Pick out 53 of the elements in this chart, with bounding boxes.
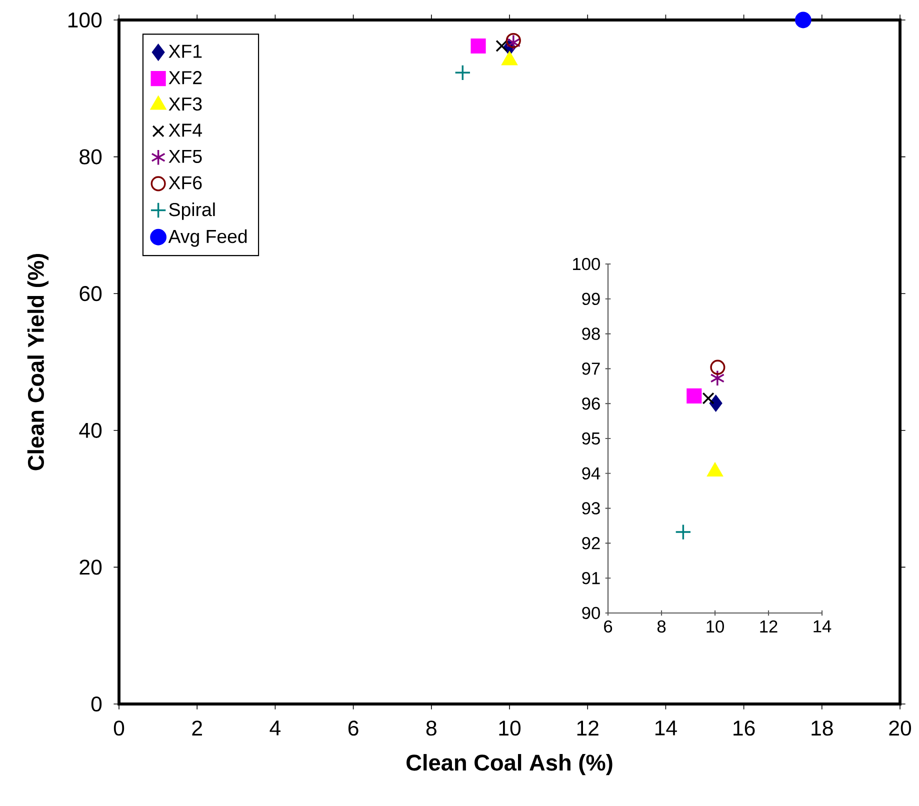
x-tick-label: 18: [812, 720, 833, 736]
x-tick-label: 12: [760, 620, 778, 632]
point: [674, 524, 692, 540]
x-tick-label: 6: [604, 620, 612, 633]
legend-label: XF5: [168, 150, 202, 163]
y-tick-label: 0: [91, 696, 102, 712]
y-tick-label: 98: [582, 328, 600, 340]
x-tick-label: 20: [889, 720, 912, 736]
point: [709, 395, 722, 412]
x-tick-label: 10: [706, 620, 724, 633]
legend-label: XF6: [168, 176, 202, 190]
point: [686, 388, 702, 404]
y-tick-label: 97: [582, 362, 600, 375]
y-tick-label: 80: [80, 149, 102, 164]
legend-label: Spiral: [169, 202, 215, 220]
y-tick-label: 93: [582, 502, 600, 514]
legend-label: XF4: [168, 124, 202, 137]
y-axis-title: Clean Coal Yield (%): [27, 254, 48, 470]
x-tick-label: 16: [734, 720, 755, 736]
y-tick-label: 100: [68, 12, 102, 28]
x-tick-label: 10: [499, 720, 521, 736]
y-tick-label: 95: [582, 432, 600, 445]
x-tick-label: 8: [426, 720, 436, 736]
y-tick-label: 94: [582, 467, 600, 480]
y-tick-label: 100: [573, 258, 600, 270]
x-tick-label: 2: [192, 720, 202, 736]
y-tick-label: 99: [582, 292, 600, 306]
x-tick-label: 14: [814, 620, 832, 632]
x-tick-label: 8: [657, 620, 666, 633]
y-tick-label: 60: [80, 286, 102, 302]
point: [710, 360, 726, 375]
legend-label: XF1: [168, 44, 202, 58]
point: [496, 40, 508, 52]
point: [702, 392, 714, 404]
point: [454, 64, 471, 81]
x-tick-label: 14: [655, 720, 677, 736]
y-tick-label: 20: [80, 560, 102, 575]
x-tick-label: 0: [114, 720, 124, 736]
y-tick-label: 96: [582, 397, 600, 410]
legend-label: XF3: [168, 97, 202, 111]
y-tick-label: 90: [582, 606, 600, 620]
x-tick-label: 12: [577, 720, 598, 736]
legend-label: Avg Feed: [168, 229, 247, 247]
point: [794, 12, 812, 28]
legend-label: XF2: [168, 71, 202, 84]
x-axis-title: Clean Coal Ash (%): [406, 754, 612, 776]
y-tick-label: 40: [79, 422, 102, 438]
x-tick-label: 4: [270, 720, 280, 736]
x-tick-label: 6: [348, 720, 358, 736]
y-tick-label: 92: [582, 537, 600, 550]
y-tick-label: 91: [582, 572, 600, 584]
point: [470, 38, 486, 54]
point: [710, 370, 725, 386]
